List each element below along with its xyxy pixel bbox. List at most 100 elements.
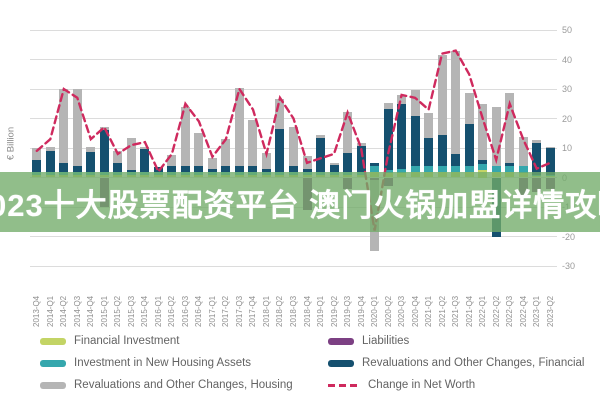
bar-segment (397, 94, 407, 104)
bar-segment (248, 119, 258, 166)
banner-text: 2023十大股票配资平台 澳门火锅加盟详情攻略 (0, 187, 600, 223)
net-worth-line (35, 49, 552, 231)
banner-overlay-ad[interactable]: 2023十大股票配资平台 澳门火锅加盟详情攻略 (0, 172, 600, 232)
bar-segment (397, 103, 407, 169)
bar-segment (221, 139, 231, 166)
bar-segment (126, 137, 136, 171)
bar-segment (86, 152, 96, 172)
bar-segment (410, 115, 420, 166)
bar-segment (370, 163, 380, 166)
bar-segment (491, 107, 501, 166)
bar-segment (478, 159, 488, 165)
gridline (30, 236, 557, 237)
bar-segment (261, 153, 271, 169)
bar-segment (451, 50, 461, 154)
bar-segment (45, 150, 55, 172)
bar-segment (32, 159, 42, 172)
bar-segment (545, 146, 555, 148)
bar-segment (86, 146, 96, 153)
bar-segment (72, 165, 82, 172)
bar-segment (275, 99, 285, 129)
bar-segment (410, 90, 420, 116)
bar-segment (207, 168, 217, 172)
right-axis-tick-label: -30 (562, 261, 576, 271)
bar-segment (532, 140, 542, 144)
gridline (30, 59, 557, 60)
bar-segment (464, 124, 474, 166)
bar-segment (234, 87, 244, 166)
legend-label: Liabilities (362, 335, 410, 347)
right-axis-tick-label: -20 (562, 231, 576, 242)
gridline (30, 88, 557, 90)
bar-segment (397, 168, 407, 174)
legend-item: Financial Investment (40, 334, 179, 348)
bar-segment (180, 106, 190, 166)
bar-segment (329, 164, 339, 172)
bar-segment (424, 137, 434, 166)
bar-segment (437, 134, 447, 166)
bar-segment (140, 149, 150, 172)
bar-segment (478, 103, 488, 160)
bar-segment (437, 55, 447, 135)
bar-segment (140, 146, 150, 150)
bar-segment (464, 93, 474, 125)
bar-segment (505, 162, 515, 166)
bar-segment (343, 153, 353, 172)
bar-segment (59, 162, 69, 172)
legend-color-swatch (328, 359, 354, 367)
bar-segment (329, 163, 339, 165)
legend-item: Change in Net Worth (328, 378, 475, 392)
legend-dash-swatch (328, 383, 360, 387)
bar-segment (221, 165, 231, 172)
bar-segment (370, 165, 380, 172)
right-axis-tick-label: 50 (562, 25, 573, 35)
bar-segment (248, 165, 258, 172)
bar-segment (113, 162, 123, 172)
legend-color-swatch (40, 381, 66, 389)
legend-item: Revaluations and Other Changes, Financia… (328, 356, 584, 370)
right-axis-tick-label: 10 (562, 143, 573, 153)
bar-segment (316, 137, 326, 172)
bar-segment (478, 164, 488, 171)
bar-segment (451, 153, 461, 166)
bar-segment (437, 165, 447, 172)
bar-segment (383, 170, 393, 174)
bar-segment (167, 165, 177, 172)
bar-segment (518, 165, 528, 174)
right-axis-tick-label: 30 (562, 84, 573, 94)
bar-segment (289, 127, 298, 166)
bar-segment (505, 93, 515, 163)
bar-segment (505, 165, 515, 172)
legend-label: Change in Net Worth (368, 379, 476, 391)
bar-segment (113, 150, 123, 163)
bar-segment (32, 148, 42, 160)
bar-segment (464, 165, 474, 172)
legend-color-swatch (328, 337, 354, 345)
bar-segment (316, 135, 326, 138)
bar-segment (383, 103, 393, 110)
legend-item: Investment in New Housing Assets (40, 356, 251, 370)
legend-label: Revaluations and Other Changes, Housing (74, 379, 293, 391)
bar-segment (343, 111, 353, 153)
bar-segment (45, 146, 55, 151)
gridline (30, 265, 557, 267)
bar-segment (194, 133, 204, 166)
bar-segment (126, 170, 136, 172)
bar-segment (356, 146, 366, 172)
bar-segment (275, 128, 285, 172)
legend-label: Financial Investment (74, 335, 180, 347)
bar-segment (207, 158, 217, 169)
bar-segment (424, 113, 434, 138)
right-axis-tick-label: 20 (562, 113, 573, 124)
bar-segment (234, 165, 244, 172)
bar-segment (491, 165, 501, 172)
bar-segment (180, 165, 190, 172)
legend-item: Revaluations and Other Changes, Housing (40, 378, 293, 392)
legend-label: Revaluations and Other Changes, Financia… (362, 357, 585, 369)
bar-segment (518, 137, 528, 166)
bar-segment (167, 155, 177, 166)
bar-segment (59, 89, 69, 163)
bar-segment (532, 143, 542, 175)
bar-segment (302, 168, 312, 172)
